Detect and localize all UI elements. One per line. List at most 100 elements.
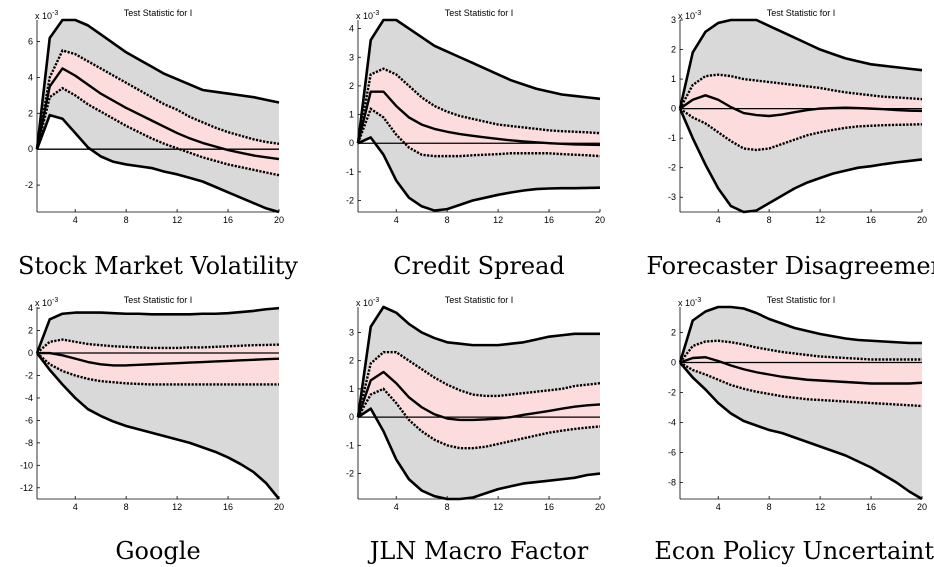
y-tick-label: 0 bbox=[671, 104, 676, 114]
median-line bbox=[679, 94, 923, 118]
x-tick-label: 8 bbox=[445, 215, 450, 225]
axis-scale-exponent: -3 bbox=[373, 297, 379, 304]
outer-lower-line bbox=[357, 407, 601, 501]
panel-title: Test Statistic for I bbox=[767, 295, 836, 305]
y-tick-label: 1 bbox=[349, 384, 354, 394]
x-tick-label: 12 bbox=[815, 502, 825, 512]
outer-upper-line bbox=[356, 305, 600, 418]
x-tick-label: 4 bbox=[716, 215, 721, 225]
panel-caption: JLN Macro Factor bbox=[367, 537, 589, 565]
median-line bbox=[356, 370, 601, 422]
outer-upper-line bbox=[678, 18, 923, 109]
axis-scale-exponent: -3 bbox=[695, 10, 701, 17]
median-line bbox=[37, 351, 280, 367]
y-tick-label: 1 bbox=[349, 110, 354, 120]
x-tick-label: 20 bbox=[274, 215, 284, 225]
x-tick-label: 20 bbox=[274, 502, 284, 512]
outer-lower-line bbox=[678, 108, 923, 214]
y-tick-label: 3 bbox=[349, 327, 354, 337]
y-tick-label: 2 bbox=[28, 108, 33, 118]
inner-band bbox=[37, 50, 279, 176]
median-line bbox=[35, 67, 280, 161]
inner-band bbox=[680, 340, 922, 406]
y-tick-label: 0 bbox=[28, 144, 33, 154]
x-tick-label: 8 bbox=[124, 502, 129, 512]
x-tick-label: 8 bbox=[767, 215, 772, 225]
y-tick-label: -8 bbox=[668, 478, 676, 488]
axis-scale-label: x 10-3 bbox=[356, 10, 379, 21]
axis-scale-exponent: -3 bbox=[52, 297, 58, 304]
x-tick-label: 4 bbox=[73, 502, 78, 512]
x-tick-label: 20 bbox=[595, 502, 605, 512]
outer-lower-line bbox=[35, 352, 281, 500]
outer-band bbox=[37, 308, 279, 499]
outer-upper-line bbox=[356, 18, 601, 144]
y-tick-label: -1 bbox=[346, 167, 354, 177]
inner-lower-line bbox=[35, 86, 280, 177]
outer-lower-line bbox=[357, 136, 601, 212]
axis-scale-label: x 10-3 bbox=[35, 10, 58, 21]
inner-upper-line bbox=[35, 49, 280, 150]
inner-band bbox=[37, 339, 279, 385]
outer-upper-line bbox=[35, 306, 280, 354]
median-line bbox=[679, 356, 923, 385]
y-tick-label: -2 bbox=[25, 370, 33, 380]
inner-lower-line bbox=[679, 107, 923, 152]
panel-caption: Forecaster Disagreement bbox=[646, 252, 934, 280]
panel-title: Test Statistic for I bbox=[767, 8, 836, 18]
inner-lower-line bbox=[356, 387, 601, 450]
y-tick-label: 2 bbox=[671, 45, 676, 55]
x-tick-label: 16 bbox=[223, 502, 233, 512]
y-tick-label: -6 bbox=[25, 415, 33, 425]
y-tick-label: -4 bbox=[25, 393, 33, 403]
y-tick-label: -4 bbox=[668, 418, 676, 428]
y-tick-label: 1 bbox=[671, 74, 676, 84]
y-tick-label: 2 bbox=[349, 81, 354, 91]
outer-upper-line bbox=[35, 18, 280, 150]
y-tick-label: 0 bbox=[28, 348, 33, 358]
y-tick-label: 4 bbox=[28, 303, 33, 313]
y-tick-label: -2 bbox=[346, 469, 354, 479]
inner-upper-line bbox=[356, 350, 601, 418]
outer-upper-line bbox=[678, 305, 922, 363]
y-tick-label: 2 bbox=[28, 326, 33, 336]
chart-panel-1: 4 8 12 16 20 -2 0 2 4 6 x 10-3 Test Statistic for I… bbox=[18, 8, 298, 280]
y-tick-label: -12 bbox=[20, 483, 33, 493]
x-tick-label: 4 bbox=[394, 502, 399, 512]
x-tick-label: 12 bbox=[493, 215, 503, 225]
median-line bbox=[356, 90, 601, 147]
x-tick-label: 12 bbox=[815, 215, 825, 225]
axis-scale-label: x 10-3 bbox=[678, 297, 701, 308]
outer-band bbox=[358, 20, 600, 211]
y-tick-label: -1 bbox=[346, 440, 354, 450]
x-tick-label: 12 bbox=[172, 215, 182, 225]
y-tick-label: -2 bbox=[25, 180, 33, 190]
inner-lower-line bbox=[36, 352, 279, 386]
panel-title: Test Statistic for I bbox=[124, 295, 193, 305]
x-tick-label: 20 bbox=[917, 502, 927, 512]
x-tick-label: 4 bbox=[716, 502, 721, 512]
x-tick-label: 12 bbox=[172, 502, 182, 512]
x-tick-label: 4 bbox=[394, 215, 399, 225]
x-tick-label: 8 bbox=[767, 502, 772, 512]
axis-scale-exponent: -3 bbox=[52, 10, 58, 17]
y-tick-label: -2 bbox=[668, 388, 676, 398]
outer-lower-line bbox=[679, 361, 923, 501]
x-tick-label: 8 bbox=[124, 215, 129, 225]
x-tick-label: 20 bbox=[595, 215, 605, 225]
y-tick-label: 0 bbox=[671, 358, 676, 368]
y-tick-label: 2 bbox=[671, 328, 676, 338]
x-tick-label: 8 bbox=[445, 502, 450, 512]
x-tick-label: 16 bbox=[544, 502, 554, 512]
y-tick-label: -10 bbox=[20, 460, 33, 470]
inner-band bbox=[358, 68, 600, 157]
y-tick-label: 0 bbox=[349, 412, 354, 422]
axis-scale-exponent: -3 bbox=[373, 10, 379, 17]
x-tick-label: 16 bbox=[223, 215, 233, 225]
axis-scale-label: x 10-3 bbox=[35, 297, 58, 308]
inner-band bbox=[358, 352, 600, 449]
x-tick-label: 16 bbox=[866, 215, 876, 225]
y-tick-label: 3 bbox=[349, 52, 354, 62]
